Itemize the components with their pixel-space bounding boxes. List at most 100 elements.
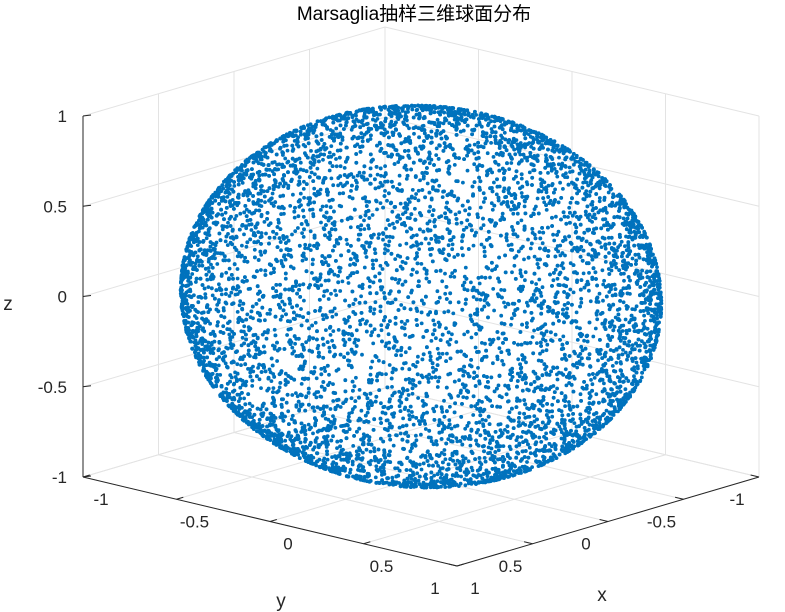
scatter-point <box>526 237 530 242</box>
scatter-point <box>399 319 404 324</box>
scatter-point <box>320 204 325 209</box>
scatter-point <box>643 319 647 323</box>
scatter-point <box>200 263 205 268</box>
scatter-point <box>491 361 495 366</box>
scatter-point <box>239 363 243 367</box>
scatter-point <box>303 242 308 247</box>
scatter-point <box>545 342 550 347</box>
scatter-point <box>601 282 606 287</box>
scatter-point <box>225 243 230 248</box>
scatter-point <box>512 263 517 268</box>
scatter-point <box>314 376 319 381</box>
scatter-point <box>326 417 331 422</box>
grid-line-y-floor <box>158 454 533 545</box>
scatter-point <box>378 263 383 268</box>
scatter-point <box>542 200 547 205</box>
scatter-point <box>502 300 506 305</box>
scatter-point <box>437 215 441 220</box>
scatter-point <box>568 418 572 423</box>
scatter-point <box>334 126 339 131</box>
scatter-point <box>354 328 359 333</box>
scatter-point <box>304 340 308 345</box>
scatter-point <box>491 287 496 291</box>
scatter-point <box>296 214 301 219</box>
scatter-point <box>494 264 499 269</box>
scatter-point <box>367 200 372 204</box>
scatter-point <box>355 173 360 178</box>
scatter-point <box>447 253 451 258</box>
scatter-point <box>350 410 354 415</box>
scatter-point <box>510 366 515 371</box>
scatter-point <box>407 126 411 131</box>
scatter-point <box>648 278 652 283</box>
scatter-point <box>345 242 350 247</box>
scatter-point <box>412 131 416 136</box>
scatter-point <box>464 225 469 230</box>
scatter-point <box>439 451 444 455</box>
scatter-point <box>463 265 468 270</box>
scatter-point <box>345 430 349 434</box>
scatter-point <box>609 261 613 266</box>
scatter-point <box>235 276 240 281</box>
scatter-point <box>556 229 561 234</box>
scatter-point <box>468 443 473 448</box>
scatter-point <box>290 345 295 350</box>
scatter-point <box>453 212 458 217</box>
scatter-point <box>319 367 324 371</box>
scatter-point <box>510 248 515 252</box>
scatter-point <box>506 399 511 403</box>
scatter-point <box>580 385 585 390</box>
scatter-point <box>505 348 510 353</box>
scatter-point <box>322 388 327 392</box>
scatter-point <box>454 436 459 440</box>
scatter-point <box>250 404 255 408</box>
scatter-point <box>368 372 373 377</box>
scatter-point <box>219 292 224 297</box>
scatter-point <box>532 414 537 418</box>
scatter-point <box>302 447 306 452</box>
scatter-point <box>458 481 463 486</box>
scatter-point <box>284 400 289 405</box>
scatter-point <box>442 398 446 403</box>
scatter-point <box>655 279 659 283</box>
scatter-point <box>506 243 511 248</box>
scatter-point <box>484 117 488 122</box>
scatter-point <box>448 371 453 376</box>
scatter-point <box>574 310 579 315</box>
scatter-point <box>491 155 496 159</box>
scatter-point <box>562 441 566 445</box>
scatter-point <box>437 351 441 356</box>
scatter-point <box>398 216 402 221</box>
scatter-point <box>313 172 317 177</box>
scatter-point <box>308 229 313 234</box>
scatter-point <box>479 462 484 467</box>
scatter-point <box>607 251 611 255</box>
scatter-point <box>519 176 524 181</box>
scatter-point <box>430 213 435 218</box>
scatter-point <box>572 349 576 354</box>
scatter-point <box>237 251 242 255</box>
scatter-point <box>455 439 460 444</box>
scatter-point <box>236 320 241 325</box>
scatter-point <box>581 420 586 424</box>
scatter-point <box>359 294 363 299</box>
scatter-point <box>623 317 628 322</box>
scatter-point <box>379 328 384 333</box>
scatter-point <box>459 474 463 479</box>
scatter-point <box>541 146 545 150</box>
scatter-point <box>217 355 222 359</box>
scatter-point <box>197 263 202 268</box>
scatter-point <box>227 332 232 337</box>
scatter-point <box>362 227 367 232</box>
scatter-point <box>384 372 388 376</box>
scatter-point <box>353 337 358 342</box>
scatter-point <box>553 267 558 272</box>
scatter-point <box>206 266 211 270</box>
scatter-point <box>270 191 275 196</box>
scatter-point <box>227 266 232 271</box>
scatter-point <box>611 192 616 197</box>
scatter-point <box>237 303 242 308</box>
scatter-point <box>476 366 480 370</box>
scatter-point <box>568 287 573 292</box>
scatter-point <box>357 388 362 392</box>
